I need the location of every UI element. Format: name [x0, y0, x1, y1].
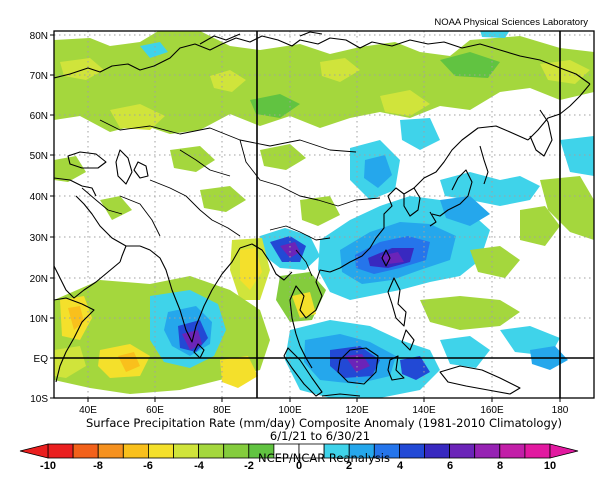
colorbar-segment — [72, 443, 99, 459]
colorbar — [19, 443, 579, 459]
colorbar-segment — [449, 443, 476, 459]
colorbar-label-minus6: -6 — [143, 460, 153, 472]
lat-label-50n: 50N — [30, 151, 48, 162]
map-title: Surface Precipitation Rate (mm/day) Comp… — [86, 416, 562, 430]
colorbar-labels: -10 -8 -6 -4 -2 0 2 4 6 8 10 — [40, 460, 556, 472]
tick-marks — [50, 34, 561, 402]
lat-label-80n: 80N — [30, 31, 48, 42]
colorbar-segment — [147, 443, 174, 459]
lat-label-eq: EQ — [34, 354, 49, 365]
colorbar-label-10: 10 — [544, 460, 556, 472]
lon-label-60e: 60E — [146, 405, 164, 416]
lon-label-80e: 80E — [213, 405, 231, 416]
colorbar-segment — [398, 443, 425, 459]
colorbar-label-4: 4 — [397, 460, 404, 472]
colorbar-label-2: 2 — [346, 460, 352, 472]
colorbar-segment — [97, 443, 124, 459]
lon-label-140e: 140E — [412, 405, 436, 416]
latitude-labels: 80N 70N 60N 50N 40N 30N 20N 10N EQ 10S — [30, 31, 49, 405]
colorbar-label-minus4: -4 — [194, 460, 205, 472]
lon-label-120e: 120E — [345, 405, 369, 416]
anomaly-south-asia-east — [230, 228, 326, 322]
colorbar-segment — [223, 443, 250, 459]
lat-lon-gridlines — [54, 31, 594, 399]
lon-label-40e: 40E — [79, 405, 97, 416]
source-label: NCEP/NCAR Reanalysis — [258, 451, 390, 465]
colorbar-segment — [499, 443, 526, 459]
lat-label-30n: 30N — [30, 233, 48, 244]
colorbar-arrow-right — [549, 443, 579, 459]
lon-label-180: 180 — [552, 405, 569, 416]
colorbar-arrow-left — [19, 443, 49, 459]
lat-label-40n: 40N — [30, 192, 48, 203]
date-range-label: 6/1/21 to 6/30/21 — [270, 429, 370, 443]
credit-label: NOAA Physical Sciences Laboratory — [434, 17, 588, 28]
colorbar-label-minus10: -10 — [40, 460, 56, 472]
reference-lines — [54, 31, 594, 398]
lon-label-160e: 160E — [480, 405, 504, 416]
colorbar-segment — [524, 443, 551, 459]
lat-label-70n: 70N — [30, 71, 48, 82]
colorbar-label-minus2: -2 — [244, 460, 254, 472]
colorbar-label-6: 6 — [447, 460, 453, 472]
longitude-labels: 40E 60E 80E 100E 120E 140E 160E 180 — [79, 405, 569, 416]
colorbar-segment — [474, 443, 501, 459]
lat-label-20n: 20N — [30, 274, 48, 285]
lat-label-60n: 60N — [30, 111, 48, 122]
colorbar-segment — [173, 443, 200, 459]
colorbar-label-8: 8 — [497, 460, 503, 472]
lon-label-100e: 100E — [278, 405, 302, 416]
colorbar-segment — [424, 443, 451, 459]
colorbar-segment — [198, 443, 225, 459]
lat-label-10s: 10S — [30, 394, 48, 405]
map-frame — [53, 30, 595, 399]
colorbar-segment — [47, 443, 74, 459]
colorbar-segment — [122, 443, 149, 459]
anomaly-indian-ocean — [54, 276, 270, 394]
positive-anomaly-north — [54, 31, 594, 134]
colorbar-label-0: 0 — [296, 460, 302, 472]
lat-label-10n: 10N — [30, 314, 48, 325]
colorbar-label-minus8: -8 — [93, 460, 103, 472]
coastlines — [54, 31, 591, 397]
